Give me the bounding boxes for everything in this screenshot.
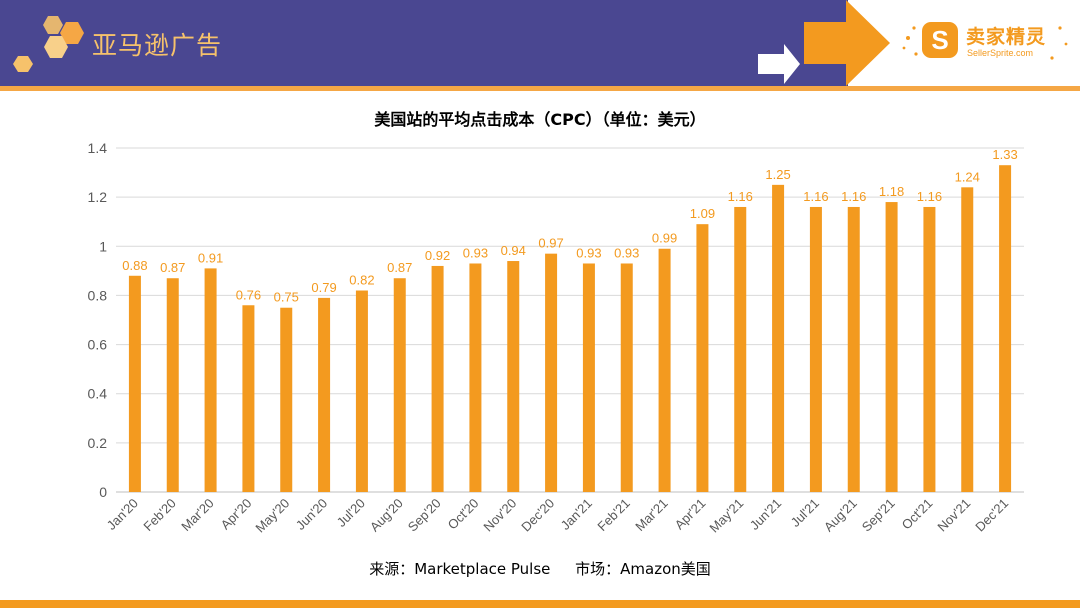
data-label: 0.76 xyxy=(236,287,261,302)
data-label: 0.91 xyxy=(198,250,223,265)
data-label: 0.79 xyxy=(311,280,336,295)
data-label: 1.16 xyxy=(917,189,942,204)
data-label: 0.82 xyxy=(349,273,374,288)
x-tick-label: Dec'20 xyxy=(518,496,557,535)
y-tick-label: 1.2 xyxy=(88,189,108,205)
hexagon-logo-icon xyxy=(13,16,84,72)
market-text: 市场：Amazon美国 xyxy=(575,560,711,578)
header-band xyxy=(0,0,848,86)
bar xyxy=(318,297,331,492)
bar xyxy=(809,206,822,492)
bar xyxy=(696,224,709,492)
x-tick-label: Nov'20 xyxy=(480,496,519,535)
bar xyxy=(355,290,368,492)
bar xyxy=(280,307,293,492)
svg-text:S: S xyxy=(931,25,948,55)
bar xyxy=(393,278,406,492)
bar xyxy=(507,261,520,492)
bar xyxy=(999,165,1012,492)
x-tick-label: Sep'21 xyxy=(859,496,898,535)
y-tick-label: 0 xyxy=(99,484,107,500)
source-text: 来源：Marketplace Pulse xyxy=(369,560,551,578)
x-tick-label: Mar'21 xyxy=(632,496,670,534)
bar xyxy=(961,187,974,493)
header: 亚马逊广告 S 卖家精灵 SellerSprite.com xyxy=(0,0,1080,91)
data-label: 0.88 xyxy=(122,258,147,273)
x-tick-label: Jun'20 xyxy=(293,496,330,533)
logo-text: 卖家精灵 xyxy=(966,26,1047,48)
x-tick-label: May'21 xyxy=(706,496,746,536)
page-title: 亚马逊广告 xyxy=(92,31,223,60)
data-label: 0.99 xyxy=(652,231,677,246)
chart-title: 美国站的平均点击成本（CPC）（单位：美元） xyxy=(374,110,706,129)
bar xyxy=(582,263,595,492)
x-tick-label: Apr'20 xyxy=(218,496,255,533)
bar xyxy=(923,206,936,492)
x-tick-label: Oct'21 xyxy=(899,496,936,533)
x-tick-label: Feb'20 xyxy=(140,496,178,534)
arrow-right-icon xyxy=(758,0,890,86)
data-label: 0.93 xyxy=(463,245,488,260)
bar xyxy=(431,265,444,492)
x-tick-label: Jun'21 xyxy=(747,496,784,533)
y-tick-label: 0.8 xyxy=(88,287,108,303)
bar xyxy=(204,268,217,492)
data-label: 0.92 xyxy=(425,248,450,263)
bar xyxy=(772,184,785,492)
data-label: 0.94 xyxy=(501,243,526,258)
data-label: 0.93 xyxy=(576,245,601,260)
data-label: 1.24 xyxy=(955,169,980,184)
x-tick-label: Dec'21 xyxy=(972,496,1011,535)
x-tick-label: Aug'21 xyxy=(821,496,860,535)
data-label: 1.16 xyxy=(803,189,828,204)
x-tick-label: Jul'20 xyxy=(334,496,368,530)
bar xyxy=(734,206,747,492)
data-label: 0.87 xyxy=(160,260,185,275)
logo-url: SellerSprite.com xyxy=(967,48,1034,58)
bar xyxy=(242,305,255,492)
data-label: 1.33 xyxy=(992,147,1017,162)
data-label: 1.16 xyxy=(841,189,866,204)
bar xyxy=(545,253,558,492)
bar xyxy=(128,275,141,492)
data-label: 0.97 xyxy=(538,236,563,251)
x-tick-label: Oct'20 xyxy=(445,496,482,533)
bar xyxy=(847,206,860,492)
bar xyxy=(469,263,482,492)
x-tick-label: May'20 xyxy=(252,496,292,536)
y-tick-label: 0.2 xyxy=(88,435,108,451)
y-tick-label: 1 xyxy=(99,238,107,254)
header-divider xyxy=(0,86,1080,91)
y-tick-label: 0.6 xyxy=(88,337,108,353)
x-tick-label: Nov'21 xyxy=(934,496,973,535)
sellersprite-logo-icon: S xyxy=(902,22,1068,60)
data-label: 0.93 xyxy=(614,245,639,260)
footer-bar xyxy=(0,600,1080,608)
x-tick-label: Jan'20 xyxy=(104,496,141,533)
data-label: 1.18 xyxy=(879,184,904,199)
x-tick-label: Jan'21 xyxy=(558,496,595,533)
data-label: 1.16 xyxy=(728,189,753,204)
chart-source: 来源：Marketplace Pulse 市场：Amazon美国 xyxy=(0,558,1080,579)
x-tick-label: Aug'20 xyxy=(367,496,406,535)
y-tick-label: 1.4 xyxy=(88,140,108,156)
data-label: 1.25 xyxy=(765,167,790,182)
bar xyxy=(620,263,633,492)
data-label: 0.87 xyxy=(387,260,412,275)
bar xyxy=(885,202,898,493)
bar xyxy=(658,248,671,492)
x-tick-label: Sep'20 xyxy=(405,496,444,535)
x-tick-label: Apr'21 xyxy=(672,496,709,533)
x-tick-label: Feb'21 xyxy=(594,496,632,534)
x-tick-label: Mar'20 xyxy=(178,496,216,534)
data-label: 1.09 xyxy=(690,206,715,221)
bar xyxy=(166,278,179,492)
y-tick-label: 0.4 xyxy=(88,386,108,402)
data-label: 0.75 xyxy=(274,290,299,305)
x-tick-label: Jul'21 xyxy=(788,496,822,530)
